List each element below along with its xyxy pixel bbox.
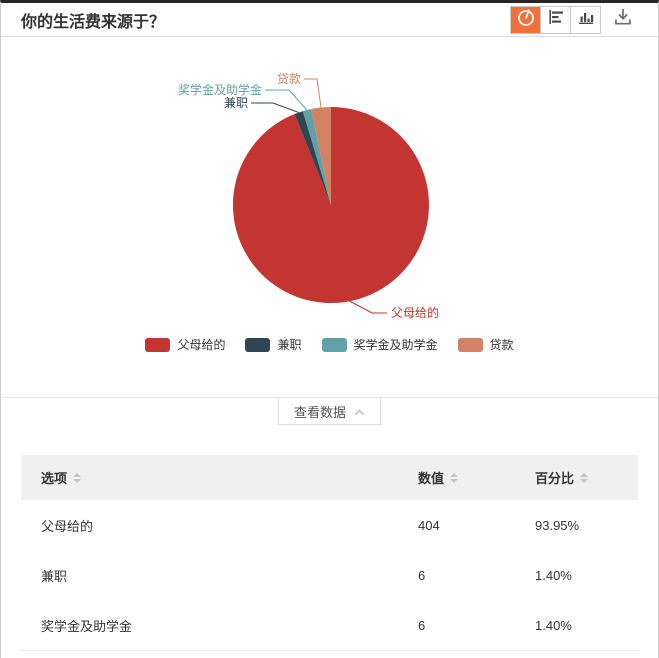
legend-item[interactable]: 奖学金及助学金 (321, 336, 438, 353)
pie-chart-button[interactable] (511, 6, 540, 33)
header-value-label: 数值 (418, 471, 445, 486)
page-title: 你的生活费来源于？ (21, 13, 166, 31)
pie-label-line (265, 89, 308, 111)
pie-label-line (251, 102, 299, 113)
chart-type-switcher (510, 5, 601, 34)
legend-marker (457, 337, 483, 352)
chart-area: 父母给的 兼职 奖学金及助学金 贷款 父母给的 兼职 奖学金及助学金 贷款 (1, 37, 658, 397)
header-value[interactable]: 数值 (418, 468, 535, 487)
pie-slice-0[interactable] (232, 107, 429, 303)
legend-item[interactable]: 兼职 (245, 336, 302, 353)
download-icon (612, 6, 634, 33)
sort-icon[interactable] (450, 472, 459, 483)
legend-item[interactable]: 父母给的 (145, 336, 225, 353)
legend-label: 父母给的 (177, 338, 226, 352)
table-row: 父母给的 404 93.95% (21, 500, 638, 550)
legend-label: 奖学金及助学金 (353, 338, 438, 352)
chevron-up-icon (354, 404, 365, 419)
legend-marker (245, 337, 271, 352)
header-option-label: 选项 (41, 471, 68, 486)
cell-percent: 1.40% (535, 617, 572, 633)
sort-icon[interactable] (73, 472, 82, 483)
horizontal-bar-chart-icon (546, 7, 566, 32)
cell-option: 父母给的 (41, 518, 94, 534)
cell-option: 奖学金及助学金 (41, 618, 133, 634)
view-data-toggle[interactable]: 查看数据 (277, 398, 381, 425)
cell-value: 404 (418, 517, 440, 533)
view-data-tab-row: 查看数据 (1, 397, 658, 455)
pie-slice-label: 父母给的 (391, 305, 439, 320)
column-chart-icon (576, 7, 596, 32)
legend-marker (145, 337, 171, 352)
pie-slice-label: 兼职 (224, 96, 248, 110)
chart-toolbar (510, 5, 636, 34)
pie-slice-label: 奖学金及助学金 (178, 82, 262, 97)
horizontal-bar-chart-button[interactable] (540, 6, 570, 33)
chart-legend: 父母给的 兼职 奖学金及助学金 贷款 (1, 336, 658, 353)
pie-slice-label: 贷款 (277, 72, 301, 86)
title-bar: 你的生活费来源于？ (1, 3, 658, 37)
table-row: 兼职 6 1.40% (21, 550, 638, 600)
legend-item[interactable]: 贷款 (457, 336, 514, 353)
pie-label-line (304, 78, 322, 108)
data-table: 选项 数值 百分比 父母给的 404 93.95% 兼职 6 1.40% 奖学金… (21, 455, 638, 651)
table-header-row: 选项 数值 百分比 (21, 455, 638, 500)
download-button[interactable] (610, 7, 636, 33)
cell-value: 6 (418, 567, 426, 583)
column-chart-button[interactable] (570, 6, 600, 33)
cell-percent: 1.40% (535, 567, 572, 583)
pie-label-line (349, 300, 387, 314)
header-option[interactable]: 选项 (21, 468, 418, 487)
view-data-label: 查看数据 (293, 404, 346, 420)
legend-marker (321, 337, 347, 352)
sort-icon[interactable] (580, 472, 589, 483)
pie-slice-2[interactable] (302, 109, 331, 205)
pie-chart-icon (516, 7, 536, 32)
table-row: 奖学金及助学金 6 1.40% (21, 600, 638, 651)
pie-slice-1[interactable] (294, 111, 331, 205)
legend-label: 贷款 (489, 338, 514, 352)
header-percent[interactable]: 百分比 (535, 468, 638, 487)
header-percent-label: 百分比 (535, 471, 575, 486)
cell-value: 6 (418, 617, 426, 633)
cell-option: 兼职 (41, 568, 68, 584)
pie-slice-3[interactable] (311, 106, 331, 205)
cell-percent: 93.95% (535, 517, 580, 533)
legend-label: 兼职 (277, 338, 302, 352)
